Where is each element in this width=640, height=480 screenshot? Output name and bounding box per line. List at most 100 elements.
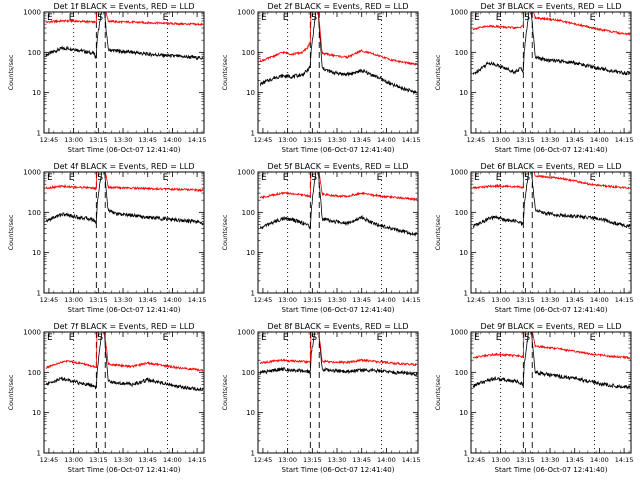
x-tick-label: 14:00 — [590, 296, 609, 304]
x-tick-label: 13:00 — [278, 296, 297, 304]
edge-marker-label: E — [261, 333, 267, 343]
series-line-lld — [259, 12, 418, 67]
series-line-events — [472, 332, 631, 390]
plot-frame — [470, 331, 632, 454]
chart-title: Det 7f BLACK = Events, RED = LLD — [53, 322, 194, 331]
x-tick-label: 13:45 — [138, 296, 157, 304]
y-tick-label: 10 — [32, 89, 41, 97]
y-tick-label: 1 — [464, 290, 468, 298]
y-tick-label: 1 — [251, 450, 255, 458]
x-axis-label: Start Time (06-Oct-07 12:41:40) — [495, 466, 608, 474]
chart-title: Det 4f BLACK = Events, RED = LLD — [53, 162, 194, 171]
y-tick-label: 1 — [37, 130, 41, 138]
edge-marker-label: E — [261, 13, 267, 23]
marker-label: S — [311, 13, 317, 23]
x-tick-label: 13:00 — [278, 136, 297, 144]
marker-label: E — [590, 13, 596, 23]
series-line-events — [45, 12, 204, 61]
x-tick-label: 13:00 — [491, 136, 510, 144]
plot-frame — [43, 171, 205, 294]
y-tick-label: 10 — [459, 249, 468, 257]
marker-label: S — [97, 173, 103, 183]
x-tick-label: 14:15 — [188, 296, 207, 304]
x-tick-label: 14:00 — [377, 136, 396, 144]
x-tick-label: 13:15 — [89, 456, 108, 464]
x-tick-label: 12:45 — [254, 136, 273, 144]
y-tick-label: 1000 — [23, 169, 41, 177]
y-tick-label: 10 — [246, 249, 255, 257]
chart-panel-2: Det 2f BLACK = Events, RED = LLD Counts/s… — [221, 2, 420, 154]
x-tick-label: 12:45 — [467, 136, 486, 144]
series-line-events — [259, 12, 418, 96]
chart-title: Det 2f BLACK = Events, RED = LLD — [267, 2, 408, 11]
x-tick-label: 13:00 — [64, 296, 83, 304]
x-tick-label: 14:00 — [590, 456, 609, 464]
y-tick-label: 100 — [28, 209, 41, 217]
edge-marker-label: E — [47, 173, 53, 183]
series-line-events — [472, 12, 631, 76]
y-axis-label: Counts/sec — [434, 374, 442, 410]
y-axis-label: Counts/sec — [7, 54, 15, 90]
x-tick-label: 13:00 — [278, 456, 297, 464]
y-axis-label: Counts/sec — [434, 54, 442, 90]
series-line-lld — [259, 332, 418, 367]
x-tick-label: 12:45 — [467, 456, 486, 464]
marker-label: E — [163, 13, 169, 23]
y-axis-label: Counts/sec — [221, 374, 229, 410]
y-tick-label: 10 — [459, 89, 468, 97]
marker-label: E — [69, 13, 75, 23]
x-tick-label: 14:15 — [615, 456, 634, 464]
series-line-lld — [259, 172, 418, 202]
y-tick-label: 1000 — [237, 329, 255, 337]
x-tick-label: 14:15 — [188, 456, 207, 464]
marker-label: S — [524, 173, 530, 183]
x-tick-label: 13:45 — [565, 136, 584, 144]
chart-title: Det 6f BLACK = Events, RED = LLD — [480, 162, 621, 171]
y-tick-label: 1000 — [23, 329, 41, 337]
chart-title: Det 5f BLACK = Events, RED = LLD — [267, 162, 408, 171]
y-tick-label: 100 — [455, 49, 468, 57]
x-tick-label: 13:30 — [114, 456, 133, 464]
x-tick-label: 13:15 — [89, 136, 108, 144]
plot-frame — [257, 331, 419, 454]
chart-panel-7: Det 7f BLACK = Events, RED = LLD Counts/s… — [7, 322, 207, 474]
series-line-lld — [472, 332, 631, 360]
x-tick-label: 14:00 — [377, 296, 396, 304]
y-tick-label: 10 — [459, 409, 468, 417]
x-tick-label: 13:45 — [352, 136, 371, 144]
y-tick-label: 100 — [28, 49, 41, 57]
marker-label: E — [496, 13, 502, 23]
edge-marker-label: E — [47, 333, 53, 343]
y-tick-label: 1 — [251, 290, 255, 298]
x-tick-label: 13:15 — [303, 456, 322, 464]
y-tick-label: 10 — [246, 89, 255, 97]
x-tick-label: 14:00 — [163, 296, 182, 304]
x-tick-label: 13:15 — [516, 456, 535, 464]
marker-label: S — [524, 13, 530, 23]
y-tick-label: 1000 — [237, 9, 255, 17]
edge-marker-label: E — [474, 13, 480, 23]
y-tick-label: 100 — [28, 369, 41, 377]
x-tick-label: 13:30 — [328, 296, 347, 304]
x-axis-label: Start Time (06-Oct-07 12:41:40) — [282, 146, 395, 154]
chart-title: Det 8f BLACK = Events, RED = LLD — [267, 322, 408, 331]
x-tick-label: 13:30 — [541, 136, 560, 144]
edge-marker-label: E — [474, 173, 480, 183]
series-line-events — [45, 172, 204, 226]
x-tick-label: 12:45 — [40, 136, 59, 144]
y-tick-label: 1000 — [450, 9, 468, 17]
y-tick-label: 10 — [32, 249, 41, 257]
x-axis-label: Start Time (06-Oct-07 12:41:40) — [282, 306, 395, 314]
marker-label: E — [163, 173, 169, 183]
edge-marker-label: E — [474, 333, 480, 343]
chart-panel-9: Det 9f BLACK = Events, RED = LLD Counts/s… — [434, 322, 634, 474]
marker-label: E — [590, 333, 596, 343]
marker-label: S — [97, 333, 103, 343]
y-tick-label: 1 — [37, 450, 41, 458]
x-tick-label: 14:15 — [615, 136, 634, 144]
x-tick-label: 13:45 — [565, 296, 584, 304]
plot-frame — [257, 171, 419, 294]
series-line-events — [259, 172, 418, 238]
x-tick-label: 14:00 — [163, 136, 182, 144]
x-tick-label: 13:15 — [303, 136, 322, 144]
